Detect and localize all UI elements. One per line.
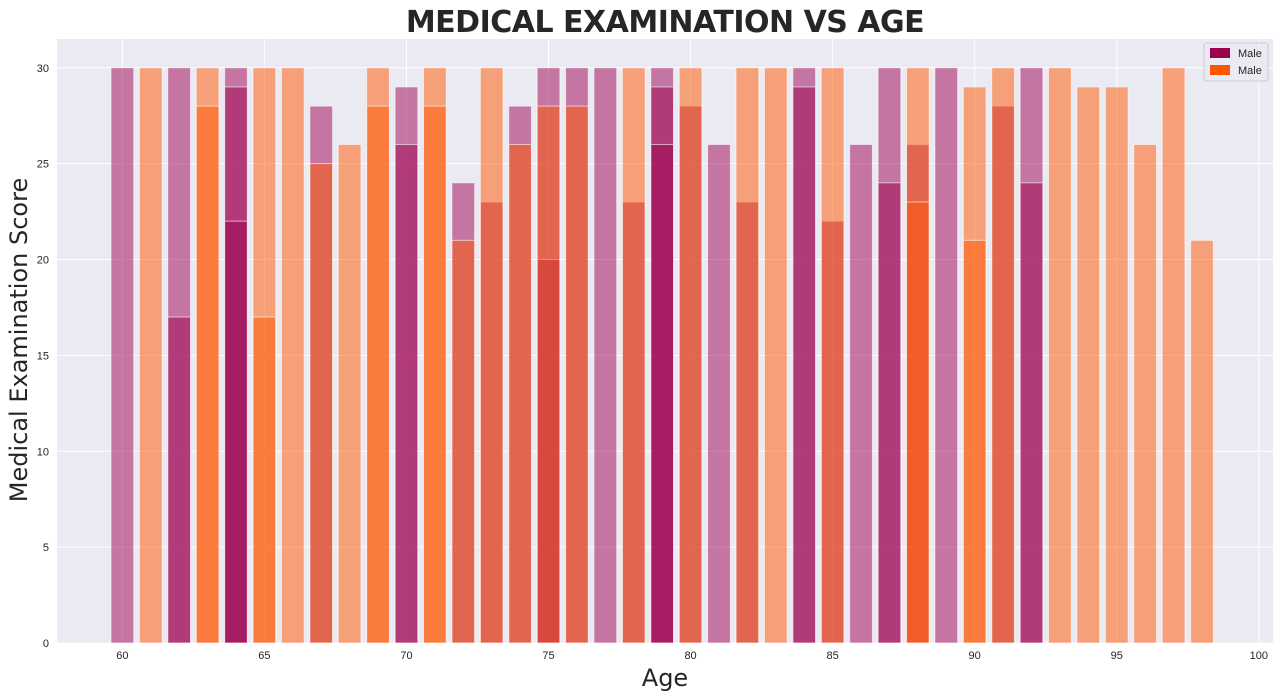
bar-series-2 <box>735 67 760 644</box>
bar-series-2 <box>621 67 646 644</box>
x-tick-label: 70 <box>400 650 412 662</box>
y-tick-label: 5 <box>43 542 49 554</box>
bar-series-2 <box>763 67 788 644</box>
bar-series-2 <box>195 105 220 644</box>
bar-series-2 <box>678 67 703 644</box>
bars <box>110 67 1214 644</box>
x-axis-ticks: 60 65 70 75 80 85 90 95 100 <box>116 650 1268 662</box>
bar-series-1 <box>849 143 873 644</box>
bar-series-1 <box>1019 182 1044 644</box>
bar-series-2 <box>366 105 390 644</box>
x-tick-label: 90 <box>969 650 981 662</box>
bar-series-2 <box>479 67 504 644</box>
legend-label-male-1: Male <box>1238 48 1262 60</box>
bar-series-2 <box>1076 86 1101 644</box>
bar-series-1 <box>110 67 135 644</box>
x-tick-label: 100 <box>1250 650 1268 662</box>
bar-series-2 <box>905 201 930 644</box>
bar-series-2 <box>337 143 362 644</box>
bar-series-1 <box>792 86 817 644</box>
x-tick-label: 75 <box>542 650 554 662</box>
bar-series-2 <box>138 67 163 644</box>
bar-series-2 <box>1048 67 1072 644</box>
bar-series-1 <box>707 143 731 644</box>
y-tick-label: 0 <box>43 638 49 650</box>
bar-series-2 <box>565 105 589 644</box>
y-tick-label: 20 <box>37 255 49 267</box>
legend-label-male-2: Male <box>1238 65 1262 77</box>
bar-series-1 <box>934 67 959 644</box>
bar-series-2 <box>309 163 334 644</box>
bar-series-1 <box>650 143 675 644</box>
bar-series-2 <box>820 67 845 644</box>
legend: Male Male <box>1203 42 1269 82</box>
x-tick-label: 60 <box>116 650 128 662</box>
bar-series-2 <box>1190 239 1214 644</box>
x-axis-label: Age <box>642 664 688 692</box>
bar-series-1 <box>593 67 618 644</box>
x-tick-label: 95 <box>1111 650 1123 662</box>
bar-series-2 <box>991 67 1015 644</box>
bar-series-2 <box>1133 143 1158 644</box>
x-tick-label: 85 <box>827 650 839 662</box>
bar-series-2 <box>280 67 305 644</box>
bar-series-2 <box>451 239 476 644</box>
y-tick-label: 25 <box>37 159 49 171</box>
x-tick-label: 65 <box>258 650 270 662</box>
legend-swatch-male-1 <box>1210 48 1230 58</box>
chart-title: MEDICAL EXAMINATION VS AGE <box>406 5 924 40</box>
bar-series-1 <box>167 316 192 644</box>
bar-series-2 <box>423 105 447 644</box>
bar-series-2 <box>252 316 277 644</box>
y-axis-ticks: 0 5 10 15 20 25 30 <box>37 63 49 650</box>
bar-series-2 <box>962 239 987 644</box>
bar-series-2 <box>508 143 532 644</box>
bar-series-1 <box>877 182 902 644</box>
bar-series-2 <box>1104 86 1129 644</box>
bar-series-2 <box>1161 67 1186 644</box>
bar-series-2 <box>536 105 561 644</box>
bar-series-1 <box>394 143 419 644</box>
bar-series-1 <box>224 220 248 644</box>
y-tick-label: 10 <box>37 446 49 458</box>
x-tick-label: 80 <box>684 650 696 662</box>
y-tick-label: 15 <box>37 350 49 362</box>
y-axis-label: Medical Examination Score <box>5 178 33 502</box>
legend-swatch-male-2 <box>1210 65 1230 75</box>
y-tick-label: 30 <box>37 63 49 75</box>
